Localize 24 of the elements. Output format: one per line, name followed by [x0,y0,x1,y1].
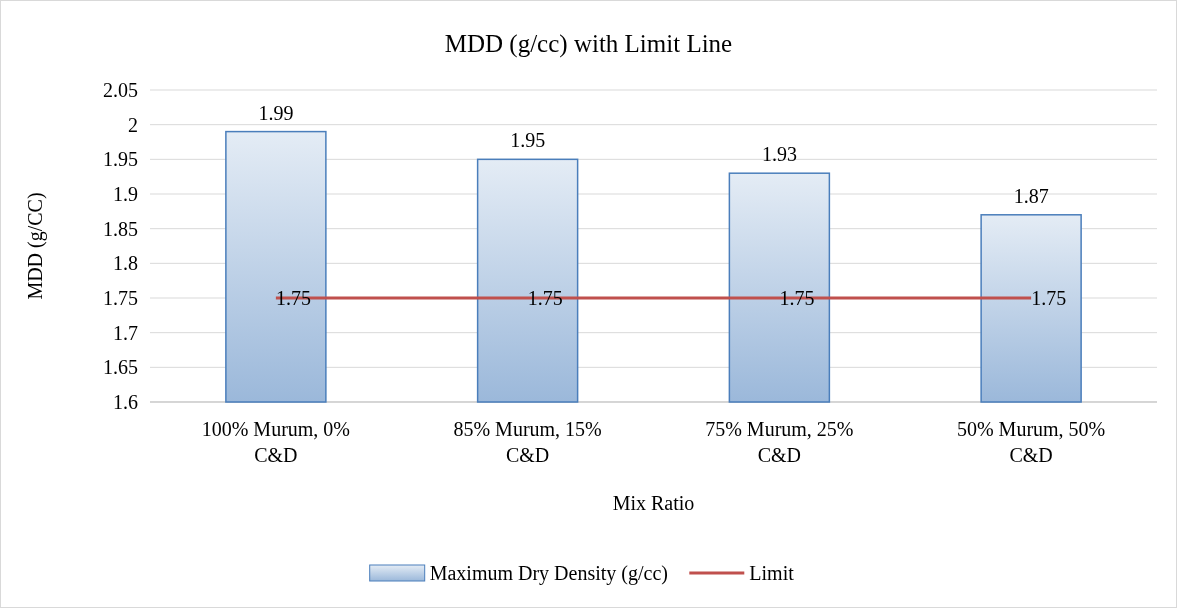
y-tick-label: 1.95 [103,148,138,171]
y-axis-title: MDD (g/CC) [24,192,47,300]
x-tick-label: 100% Murum, 0% C&D [201,418,351,466]
y-tick-label: 1.85 [103,217,138,240]
legend-label: Limit [749,562,795,584]
x-tick-label: 85% Murum, 15% C&D [453,418,602,466]
y-tick-label: 2 [128,113,138,136]
data-label: 1.87 [1013,184,1049,207]
chart-title: MDD (g/cc) with Limit Line [444,30,733,58]
x-tick-label: 50% Murum, 50% C&D [956,418,1106,466]
data-label: 1.75 [1031,287,1067,309]
y-tick-label: 1.7 [113,321,138,344]
y-tick-label: 1.9 [113,183,138,205]
data-label: 1.93 [761,143,797,166]
data-label: 1.99 [258,101,294,124]
y-tick-label: 1.8 [113,252,138,275]
y-tick-label: 2.05 [103,79,138,101]
legend-label: Maximum Dry Density (g/cc) [429,562,668,585]
y-tick-label: 1.6 [113,391,138,413]
x-axis-title: Mix Ratio [612,492,695,514]
data-label: 1.95 [510,129,546,152]
y-tick-label: 1.65 [103,356,138,379]
x-tick-label: 75% Murum, 25% C&D [705,418,854,466]
y-tick-label: 1.75 [103,287,138,309]
